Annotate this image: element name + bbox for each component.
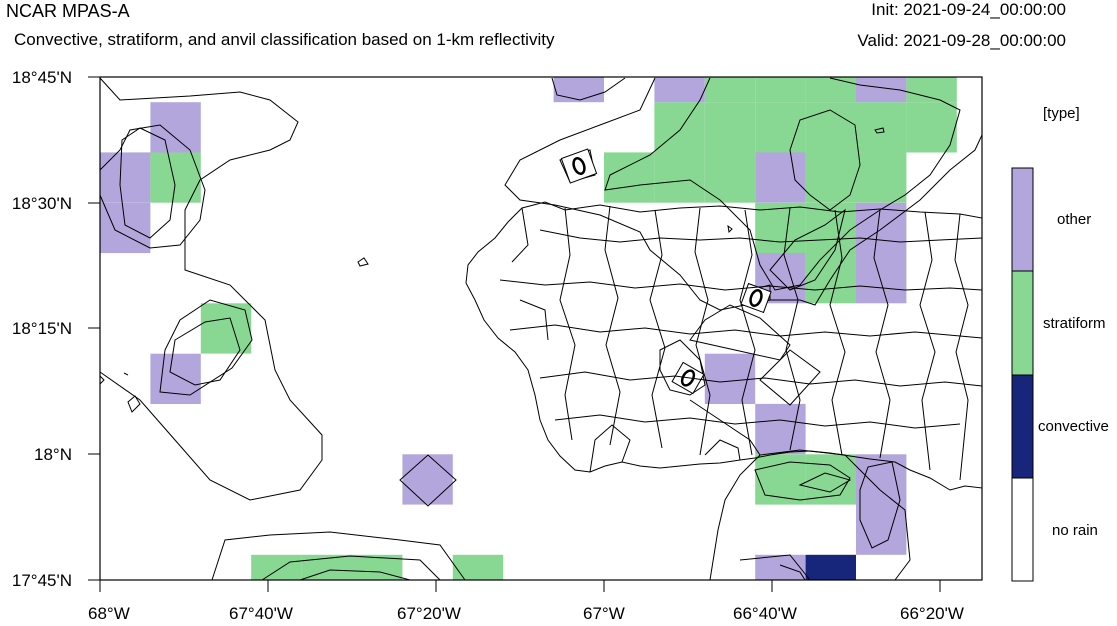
cell-other — [856, 202, 907, 254]
legend-swatch-stratiform — [1011, 270, 1034, 376]
init-time: Init: 2021-09-24_00:00:00 — [871, 0, 1066, 19]
cell-other — [553, 77, 604, 103]
cell-stratiform — [906, 102, 957, 153]
lat-tick-label: 18°45'N — [11, 68, 72, 87]
cell-other — [150, 353, 201, 404]
oval-markers — [572, 157, 763, 387]
cell-other — [402, 454, 453, 505]
lon-tick-label: 68°W — [88, 604, 130, 623]
cell-stratiform — [604, 152, 655, 203]
cell-stratiform — [856, 102, 907, 153]
small-ovals — [560, 148, 772, 395]
coastline-borders — [99, 201, 983, 491]
cell-stratiform — [452, 554, 504, 580]
lat-tick-label: 18°N — [34, 445, 72, 464]
cell-stratiform — [755, 202, 806, 254]
cell-stratiform — [906, 77, 957, 103]
legend-swatch-convective — [1011, 374, 1034, 479]
lon-tick-label: 67°20'W — [397, 604, 461, 623]
cell-stratiform — [805, 102, 856, 153]
cell-stratiform — [301, 554, 352, 580]
model-name: NCAR MPAS-A — [6, 1, 130, 21]
cell-other — [150, 102, 201, 153]
lat-tick-label: 18°30'N — [11, 194, 72, 213]
lon-tick-label: 66°20'W — [900, 604, 964, 623]
legend-swatch-no-rain — [1011, 477, 1034, 582]
cell-other — [755, 554, 806, 580]
cell-other — [856, 504, 907, 555]
classification-cells — [100, 77, 957, 580]
cell-other — [704, 353, 756, 404]
colorbar — [1011, 167, 1034, 582]
cell-other — [856, 454, 907, 505]
axis-ticks — [88, 76, 941, 592]
cell-stratiform — [856, 152, 907, 203]
lon-tick-label: 66°40'W — [733, 604, 797, 623]
cell-stratiform — [704, 102, 756, 153]
cell-other — [100, 152, 151, 203]
lat-tick-label: 17°45'N — [11, 571, 72, 590]
valid-time: Valid: 2021-09-28_00:00:00 — [857, 31, 1066, 50]
cell-other — [856, 253, 907, 304]
cell-other — [654, 77, 705, 103]
cell-stratiform — [654, 152, 705, 203]
cell-other — [755, 152, 806, 203]
cell-other — [100, 202, 151, 254]
legend-label-other: other — [1057, 211, 1092, 228]
cell-stratiform — [805, 77, 856, 103]
plot-description: Convective, stratiform, and anvil classi… — [14, 30, 555, 49]
legend-label-no-rain: no rain — [1052, 522, 1098, 539]
lat-tick-label: 18°15'N — [11, 319, 72, 338]
legend-label-stratiform: stratiform — [1043, 315, 1106, 332]
cell-stratiform — [251, 554, 302, 580]
cell-stratiform — [200, 303, 252, 354]
legend-swatch-other — [1011, 167, 1034, 272]
lon-tick-label: 67°40'W — [229, 604, 293, 623]
cell-stratiform — [805, 152, 856, 203]
legend-title: [type] — [1043, 105, 1080, 122]
lon-tick-label: 67°W — [583, 604, 625, 623]
legend-label-convective: convective — [1038, 418, 1109, 435]
cell-stratiform — [805, 202, 856, 254]
cell-convective — [805, 554, 856, 580]
cell-stratiform — [704, 77, 756, 103]
cell-stratiform — [704, 152, 756, 203]
cell-stratiform — [755, 77, 806, 103]
